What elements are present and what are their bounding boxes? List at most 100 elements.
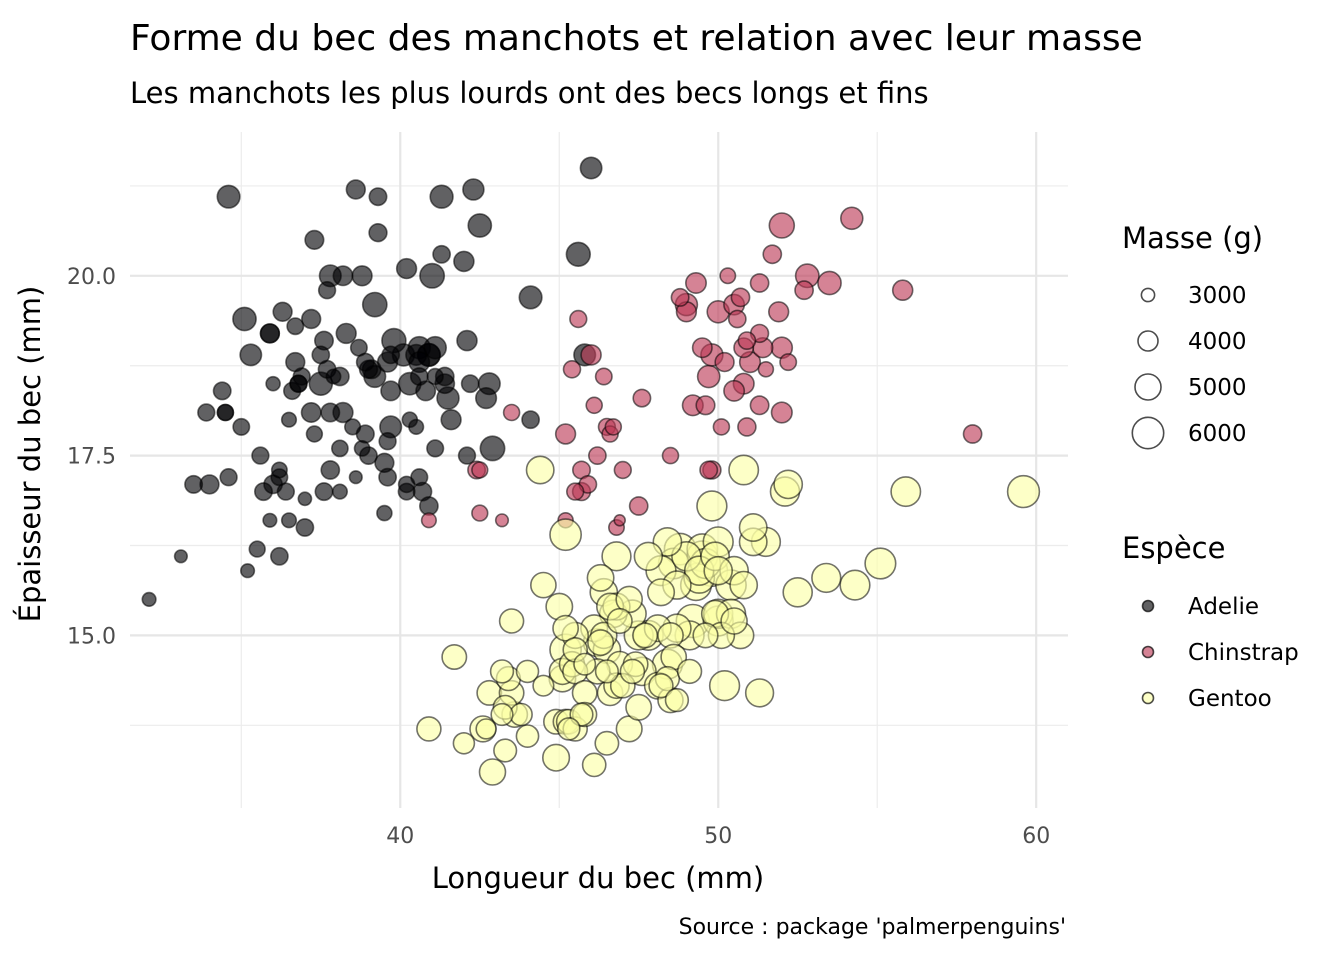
y-axis-title: Épaisseur du bec (mm) xyxy=(13,286,47,623)
data-point-gentoo xyxy=(452,731,476,755)
data-point-adelie xyxy=(232,417,251,436)
data-point-adelie xyxy=(304,229,325,250)
data-point-adelie xyxy=(248,540,266,558)
data-point-adelie xyxy=(376,504,393,522)
data-point-chinstrap xyxy=(594,367,613,386)
data-point-chinstrap xyxy=(632,388,652,408)
data-point-adelie xyxy=(251,446,270,465)
data-point-chinstrap xyxy=(712,418,731,436)
data-point-gentoo xyxy=(646,578,676,607)
data-point-chinstrap xyxy=(817,270,842,296)
data-point-adelie xyxy=(432,244,452,264)
color-legend-title: Espèce xyxy=(1122,531,1225,565)
grid-lines xyxy=(130,132,1068,808)
data-point-adelie xyxy=(565,241,591,268)
data-point-chinstrap xyxy=(767,301,790,323)
data-point-adelie xyxy=(408,418,425,436)
data-point-chinstrap xyxy=(757,360,775,378)
data-point-adelie xyxy=(332,265,354,287)
data-point-adelie xyxy=(361,291,388,318)
data-point-adelie xyxy=(297,491,313,507)
data-point-adelie xyxy=(518,285,543,310)
data-point-adelie xyxy=(462,178,485,201)
data-point-adelie xyxy=(344,418,362,436)
y-tick-label: 20.0 xyxy=(67,265,116,290)
data-point-adelie xyxy=(216,403,235,422)
data-point-gentoo xyxy=(478,758,507,786)
data-point-gentoo xyxy=(728,454,760,486)
x-tick-label: 60 xyxy=(1022,824,1050,849)
data-point-adelie xyxy=(184,474,204,494)
data-point-adelie xyxy=(409,367,429,386)
data-point-gentoo xyxy=(441,643,468,670)
data-point-adelie xyxy=(232,306,257,332)
data-point-gentoo xyxy=(541,743,571,772)
data-point-gentoo xyxy=(839,569,871,601)
data-point-gentoo xyxy=(729,570,759,600)
data-point-adelie xyxy=(216,184,241,209)
data-point-adelie xyxy=(467,213,493,238)
data-point-adelie xyxy=(269,546,289,566)
data-point-adelie xyxy=(426,367,444,386)
data-point-chinstrap xyxy=(502,403,521,422)
data-point-gentoo xyxy=(782,576,814,608)
data-point-gentoo xyxy=(864,547,897,580)
data-point-chinstrap xyxy=(684,271,707,294)
data-point-adelie xyxy=(239,343,263,367)
size-legend-label: 4000 xyxy=(1188,329,1247,355)
data-point-adelie xyxy=(426,439,445,458)
data-point-gentoo xyxy=(532,674,555,697)
data-point-chinstrap xyxy=(737,417,757,437)
x-tick-label: 50 xyxy=(704,824,732,849)
data-point-chinstrap xyxy=(779,353,798,372)
data-point-chinstrap xyxy=(471,504,489,522)
data-point-gentoo xyxy=(648,672,674,699)
data-point-adelie xyxy=(270,461,288,479)
data-point-gentoo xyxy=(498,608,525,634)
size-legend-label: 3000 xyxy=(1188,283,1247,309)
data-point-gentoo xyxy=(549,518,583,552)
data-point-chinstrap xyxy=(471,461,489,479)
data-point-gentoo xyxy=(744,678,775,708)
data-point-gentoo xyxy=(664,687,690,713)
data-point-adelie xyxy=(349,338,368,357)
data-point-chinstrap xyxy=(749,395,770,416)
data-point-chinstrap xyxy=(613,513,627,527)
data-point-gentoo xyxy=(692,622,719,649)
data-point-adelie xyxy=(305,425,324,443)
data-point-adelie xyxy=(300,401,322,423)
data-point-adelie xyxy=(240,563,256,579)
data-point-adelie xyxy=(475,387,498,410)
data-point-adelie xyxy=(212,381,232,401)
data-point-gentoo xyxy=(552,614,580,642)
size-legend-label: 6000 xyxy=(1188,421,1247,447)
data-point-chinstrap xyxy=(580,344,602,366)
axis-ticks: 40 50 60 15.0 17.5 20.0 xyxy=(67,265,1050,849)
data-point-chinstrap xyxy=(891,279,914,302)
data-point-gentoo xyxy=(530,571,557,599)
data-point-gentoo xyxy=(587,629,615,657)
data-point-chinstrap xyxy=(727,309,747,329)
data-point-chinstrap xyxy=(585,396,604,415)
data-point-adelie xyxy=(378,467,398,487)
data-point-gentoo xyxy=(738,512,768,542)
data-point-gentoo xyxy=(1006,474,1041,509)
data-point-adelie xyxy=(368,223,388,243)
y-tick-label: 15.0 xyxy=(67,624,116,649)
y-tick-label: 17.5 xyxy=(67,445,116,470)
data-point-gentoo xyxy=(571,679,598,706)
data-point-chinstrap xyxy=(613,460,632,480)
data-point-gentoo xyxy=(515,724,540,749)
color-legend-items: Adelie Chinstrap Gentoo xyxy=(1141,594,1299,712)
chart-title: Forme du bec des manchots et relation av… xyxy=(130,18,1143,59)
color-legend-label: Adelie xyxy=(1188,594,1259,620)
chart-subtitle: Les manchots les plus lourds ont des bec… xyxy=(130,76,929,110)
data-point-gentoo xyxy=(811,562,842,594)
data-point-adelie xyxy=(262,512,278,528)
size-legend-label: 5000 xyxy=(1188,375,1247,401)
data-point-adelie xyxy=(265,375,281,392)
data-point-gentoo xyxy=(489,659,515,684)
data-point-adelie xyxy=(325,368,342,385)
data-point-adelie xyxy=(173,549,188,564)
data-point-chinstrap xyxy=(730,287,751,308)
